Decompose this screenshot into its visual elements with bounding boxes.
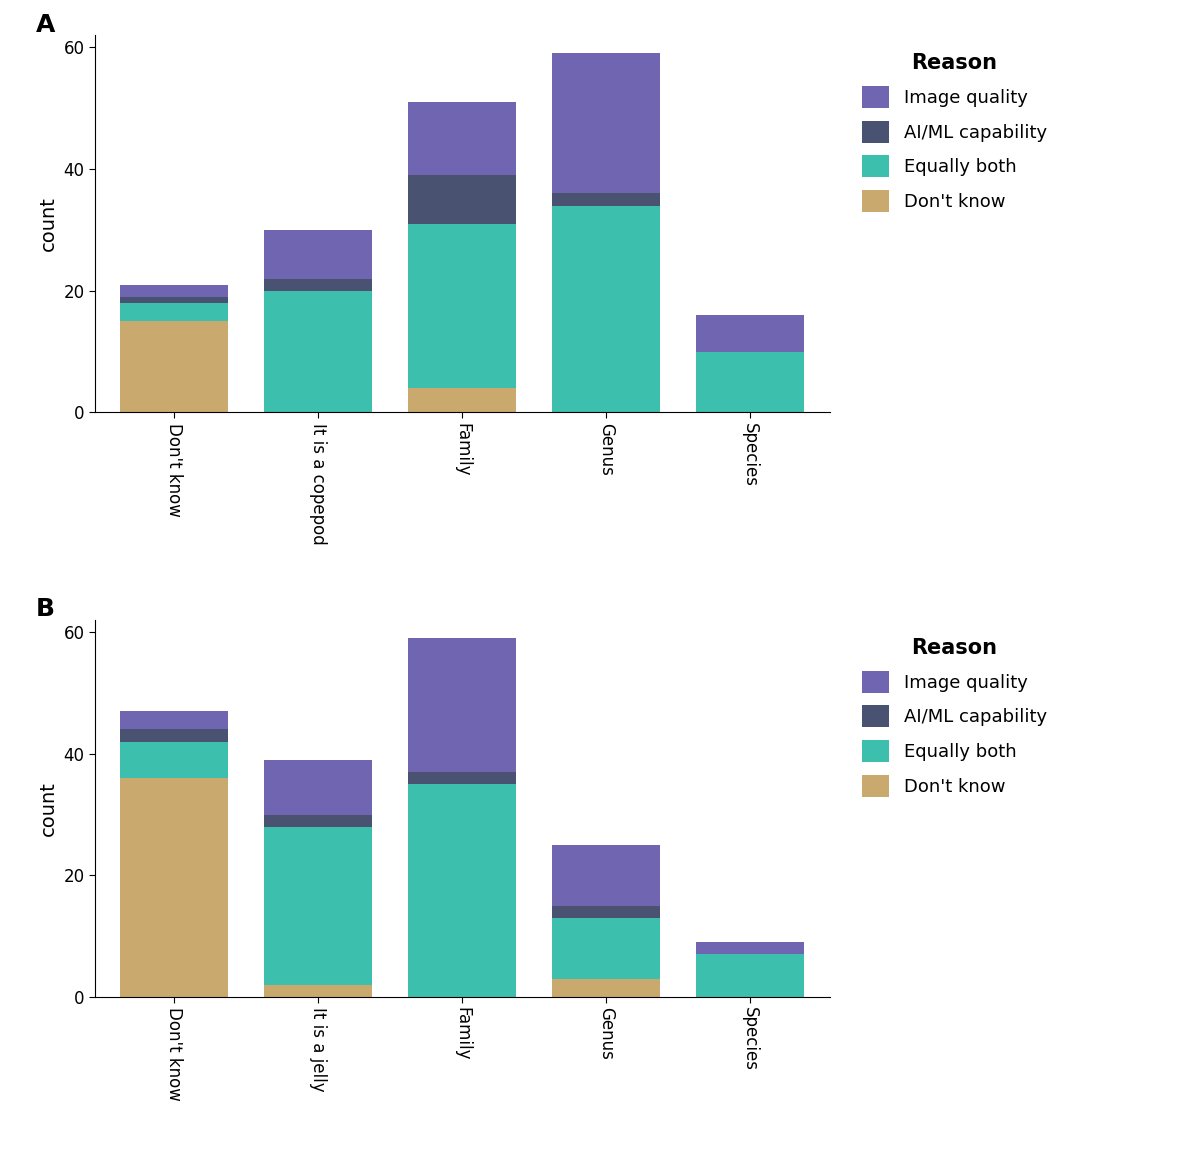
Bar xyxy=(408,102,517,175)
Bar xyxy=(408,784,517,997)
Bar xyxy=(120,778,228,997)
Bar xyxy=(120,285,228,297)
Bar xyxy=(408,638,517,772)
Y-axis label: count: count xyxy=(39,781,58,836)
Legend: Image quality, AI/ML capability, Equally both, Don't know: Image quality, AI/ML capability, Equally… xyxy=(853,45,1056,221)
Text: B: B xyxy=(36,597,55,622)
Bar xyxy=(552,918,660,978)
Bar xyxy=(264,985,372,997)
Bar xyxy=(120,711,228,730)
Bar xyxy=(264,827,372,985)
Bar xyxy=(552,205,660,413)
Bar xyxy=(697,942,805,955)
Bar xyxy=(552,845,660,906)
Bar xyxy=(264,760,372,814)
Bar xyxy=(552,54,660,194)
Bar xyxy=(408,224,517,388)
Bar xyxy=(120,741,228,778)
Y-axis label: count: count xyxy=(39,196,58,251)
Bar xyxy=(552,978,660,997)
Bar xyxy=(697,352,805,413)
Bar xyxy=(120,321,228,413)
Bar xyxy=(408,772,517,784)
Bar xyxy=(264,230,372,278)
Bar xyxy=(120,297,228,303)
Bar xyxy=(264,278,372,291)
Text: A: A xyxy=(36,13,56,36)
Bar xyxy=(697,955,805,997)
Bar xyxy=(697,316,805,352)
Legend: Image quality, AI/ML capability, Equally both, Don't know: Image quality, AI/ML capability, Equally… xyxy=(853,629,1056,806)
Bar xyxy=(120,303,228,321)
Bar xyxy=(552,194,660,205)
Bar xyxy=(408,175,517,224)
Bar xyxy=(552,906,660,918)
Bar xyxy=(264,291,372,413)
Bar xyxy=(408,388,517,413)
Bar xyxy=(264,814,372,827)
Bar xyxy=(120,730,228,741)
